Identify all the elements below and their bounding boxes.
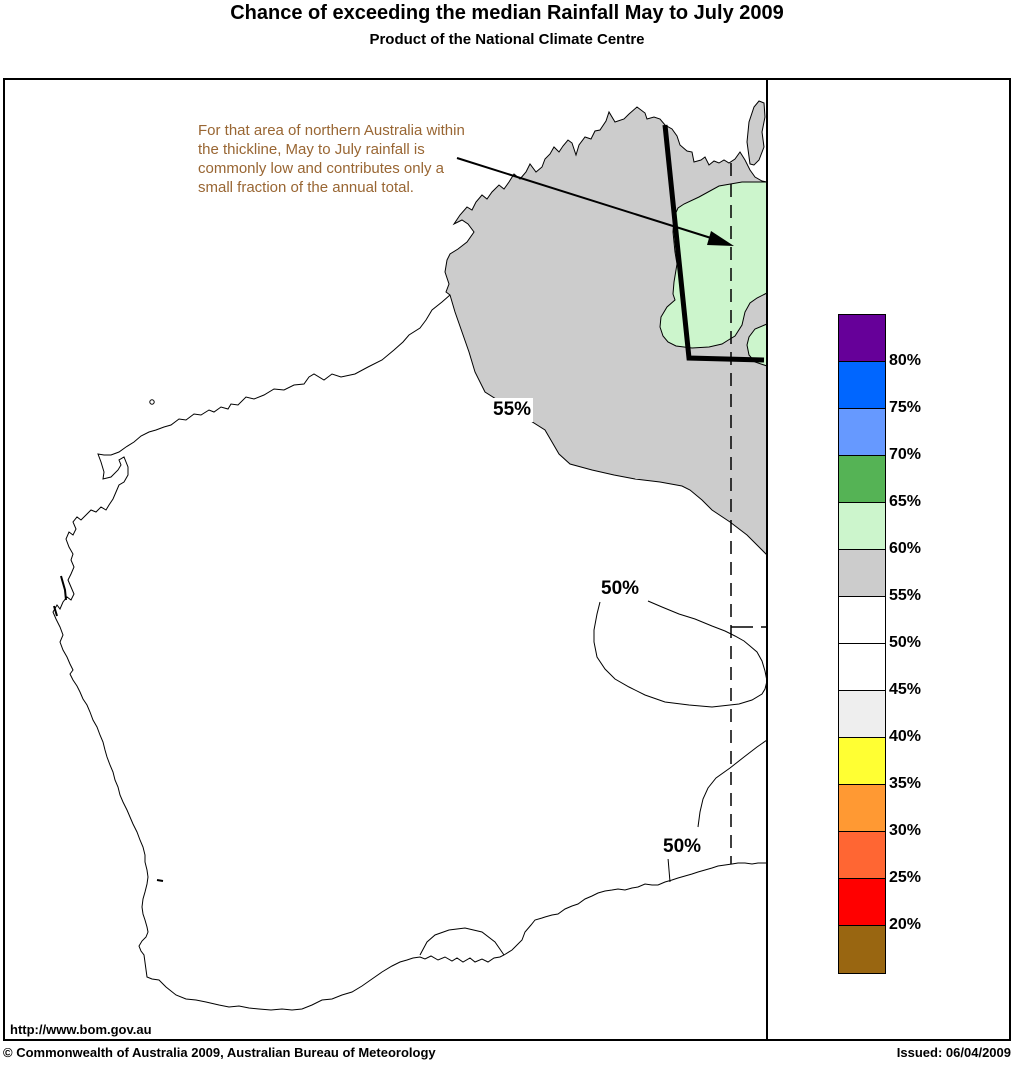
legend-label: 40% bbox=[889, 728, 922, 745]
legend-swatch bbox=[839, 503, 885, 550]
legend-label: 30% bbox=[889, 822, 922, 839]
annotation-line: commonly low and contributes only a bbox=[198, 160, 444, 177]
issued-text: Issued: 06/04/2009 bbox=[896, 1045, 1011, 1060]
annotation-line: the thickline, May to July rainfall is bbox=[198, 141, 425, 158]
legend-swatch bbox=[839, 550, 885, 597]
legend-swatch bbox=[839, 409, 885, 456]
region-60-65-main bbox=[659, 181, 768, 349]
legend-label: 60% bbox=[889, 540, 922, 557]
page-title: Chance of exceeding the median Rainfall … bbox=[230, 2, 784, 24]
legend-label: 65% bbox=[889, 493, 922, 510]
contour-50-south-arc bbox=[419, 927, 505, 956]
annotation-text: For that area of northern Australia with… bbox=[198, 121, 498, 197]
contour-50-loop bbox=[593, 600, 768, 708]
legend-label: 35% bbox=[889, 775, 922, 792]
legend-swatch bbox=[839, 691, 885, 738]
legend-swatch bbox=[839, 785, 885, 832]
legend-label: 45% bbox=[889, 681, 922, 698]
legend-label: 20% bbox=[889, 916, 922, 933]
arrow-head-icon bbox=[707, 231, 734, 246]
legend-label: 55% bbox=[889, 587, 922, 604]
gulf-peninsula bbox=[746, 100, 766, 166]
legend-swatch bbox=[839, 832, 885, 879]
contour-label: 55% bbox=[491, 398, 534, 422]
map-svg bbox=[52, 80, 768, 1039]
legend-swatch bbox=[839, 597, 885, 644]
legend-label: 80% bbox=[889, 352, 922, 369]
url-text: http://www.bom.gov.au bbox=[10, 1022, 152, 1037]
legend-labels: 80% 75% 70% 65% 60% 55% 50% 45% 40% 35% 30% 25% 20% bbox=[889, 80, 969, 1043]
legend-swatch bbox=[839, 315, 885, 362]
legend-swatches bbox=[838, 314, 886, 974]
legend-swatch bbox=[839, 644, 885, 691]
annotation-line: small fraction of the annual total. bbox=[198, 179, 414, 196]
contour-label: 50% bbox=[599, 577, 642, 601]
copyright-text: © Commonwealth of Australia 2009, Austra… bbox=[3, 1045, 436, 1060]
legend-label: 75% bbox=[889, 399, 922, 416]
annotation-line: For that area of northern Australia with… bbox=[198, 122, 465, 139]
coastline bbox=[52, 294, 767, 1011]
island-speck bbox=[156, 879, 164, 882]
page-subtitle: Product of the National Climate Centre bbox=[369, 31, 645, 48]
legend-label: 25% bbox=[889, 869, 922, 886]
arrow-line bbox=[456, 157, 712, 239]
island-sliver-1 bbox=[60, 575, 67, 601]
legend-swatch bbox=[839, 362, 885, 409]
region-60-65-small bbox=[746, 323, 768, 367]
map-frame: For that area of northern Australia with… bbox=[3, 78, 1011, 1041]
legend-label: 70% bbox=[889, 446, 922, 463]
legend-label: 50% bbox=[889, 634, 922, 651]
thickline bbox=[662, 124, 765, 363]
contour-label: 50% bbox=[661, 835, 704, 859]
island-small bbox=[149, 399, 155, 405]
contour-50-southeast-b bbox=[667, 857, 671, 883]
legend-swatch bbox=[839, 456, 885, 503]
contour-50-southeast-a bbox=[697, 739, 768, 828]
legend-swatch bbox=[839, 926, 885, 973]
legend-swatch bbox=[839, 738, 885, 785]
island-sliver-2 bbox=[53, 605, 58, 617]
legend-swatch bbox=[839, 879, 885, 926]
